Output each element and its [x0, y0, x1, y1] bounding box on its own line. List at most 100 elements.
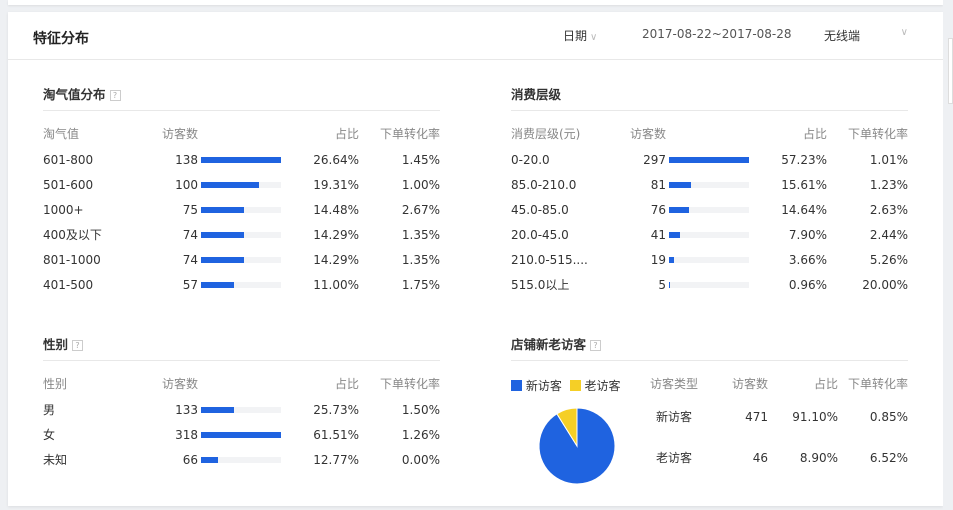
- visitor-count: 46: [752, 451, 768, 465]
- column-header: 占比: [334, 377, 359, 391]
- scrollbar-thumb[interactable]: [948, 38, 953, 104]
- conversion-rate: 1.35%: [401, 253, 440, 267]
- column-header: 下单转化率: [847, 377, 908, 391]
- visitor-bar: [669, 182, 749, 188]
- table-row: 男 133 25.73% 1.50%: [43, 400, 440, 420]
- conversion-rate: 1.35%: [401, 228, 440, 242]
- section-title: 淘气值分布?: [43, 87, 440, 111]
- visitor-count: 74: [182, 228, 198, 242]
- conversion-rate: 1.00%: [401, 178, 440, 192]
- table-row: 515.0以上 5 0.96% 20.00%: [511, 275, 908, 295]
- conversion-rate: 1.26%: [401, 428, 440, 442]
- conversion-rate: 0.00%: [401, 453, 440, 467]
- table-row: 20.0-45.0 41 7.90% 2.44%: [511, 225, 908, 245]
- legend-swatch-new: [511, 380, 522, 391]
- visitor-bar: [201, 157, 281, 163]
- row-label: 1000+: [43, 203, 84, 217]
- row-label: 401-500: [43, 278, 94, 292]
- visitor-bar-fill: [201, 257, 244, 263]
- visitor-count: 75: [182, 203, 198, 217]
- table-header: 消费层级(元) 访客数 占比 下单转化率: [511, 124, 908, 144]
- gender-section: 性别? 性别 访客数 占比 下单转化率男 133 25.73% 1.50% 女 318 61.51…: [43, 337, 440, 467]
- date-range[interactable]: 2017-08-22~2017-08-28: [642, 27, 792, 41]
- column-header: 访客类型: [650, 377, 699, 391]
- help-icon[interactable]: ?: [109, 90, 121, 101]
- visitor-bar-fill: [201, 457, 218, 463]
- visitor-count: 66: [182, 453, 198, 467]
- section-title: 性别?: [43, 337, 440, 361]
- visitor-count: 318: [175, 428, 198, 442]
- visitors-section: 店铺新老访客? 新访客 老访客 访客类型 访客数 占比 下单转化率新访客 471 91.1…: [511, 337, 908, 497]
- device-dropdown[interactable]: 无线端 ∨: [824, 27, 908, 44]
- pie-legend: 新访客 老访客: [511, 377, 621, 394]
- visitor-bar: [669, 282, 749, 288]
- help-icon[interactable]: ?: [72, 340, 84, 351]
- table-row: 210.0-515.... 19 3.66% 5.26%: [511, 250, 908, 270]
- conversion-rate: 1.23%: [869, 178, 908, 192]
- table-row: 女 318 61.51% 1.26%: [43, 425, 440, 445]
- visitor-bar-fill: [669, 157, 749, 163]
- visitor-bar-fill: [669, 207, 690, 213]
- visitor-count: 133: [175, 403, 198, 417]
- table-row: 400及以下 74 14.29% 1.35%: [43, 225, 440, 245]
- visitor-bar: [201, 457, 281, 463]
- row-label: 女: [43, 428, 56, 442]
- column-header: 访客数: [161, 377, 198, 391]
- share: 14.48%: [313, 203, 359, 217]
- visitor-bar-fill: [201, 157, 281, 163]
- table-header: 淘气值 访客数 占比 下单转化率: [43, 124, 440, 144]
- share: 14.64%: [781, 203, 827, 217]
- visitor-bar: [201, 232, 281, 238]
- visitor-bar-fill: [201, 282, 235, 288]
- visitor-bar: [201, 257, 281, 263]
- column-header: 淘气值: [43, 127, 80, 141]
- table-row: 601-800 138 26.64% 1.45%: [43, 150, 440, 170]
- conversion-rate: 2.67%: [401, 203, 440, 217]
- scrollbar-track[interactable]: [943, 0, 953, 510]
- visitor-bar: [201, 207, 281, 213]
- share: 0.96%: [788, 278, 827, 292]
- column-header: 访客数: [161, 127, 198, 141]
- table-header: 访客类型 访客数 占比 下单转化率: [511, 374, 908, 394]
- column-header: 占比: [813, 377, 838, 391]
- chevron-down-icon: ∨: [590, 32, 598, 43]
- row-label: 515.0以上: [511, 278, 570, 292]
- conversion-rate: 1.45%: [401, 153, 440, 167]
- table-row: 新访客 471 91.10% 0.85%: [511, 407, 908, 427]
- row-label: 801-1000: [43, 253, 101, 267]
- share: 3.66%: [788, 253, 827, 267]
- date-type-label: 日期: [563, 29, 588, 43]
- visitor-count: 76: [650, 203, 666, 217]
- column-header: 访客数: [731, 377, 768, 391]
- pie-slice-old[interactable]: [556, 407, 578, 448]
- conversion-rate: 1.50%: [401, 403, 440, 417]
- visitor-bar-fill: [669, 257, 675, 263]
- visitor-bar: [669, 232, 749, 238]
- visitor-bar-fill: [669, 232, 681, 238]
- column-header: 访客数: [629, 127, 666, 141]
- column-header: 性别: [43, 377, 68, 391]
- chevron-down-icon: ∨: [900, 27, 908, 38]
- visitor-bar: [669, 207, 749, 213]
- table-row: 85.0-210.0 81 15.61% 1.23%: [511, 175, 908, 195]
- visitor-count: 57: [182, 278, 198, 292]
- row-label: 20.0-45.0: [511, 228, 569, 242]
- visitor-count: 19: [650, 253, 666, 267]
- visitor-count: 41: [650, 228, 666, 242]
- conversion-rate: 0.85%: [869, 410, 908, 424]
- table-row: 45.0-85.0 76 14.64% 2.63%: [511, 200, 908, 220]
- row-label: 501-600: [43, 178, 94, 192]
- row-label: 45.0-85.0: [511, 203, 569, 217]
- share: 15.61%: [781, 178, 827, 192]
- help-icon[interactable]: ?: [590, 340, 602, 351]
- date-type-dropdown[interactable]: 日期 ∨: [563, 27, 597, 44]
- row-label: 0-20.0: [511, 153, 550, 167]
- table-row: 未知 66 12.77% 0.00%: [43, 450, 440, 470]
- share: 61.51%: [313, 428, 359, 442]
- device-label: 无线端: [824, 29, 861, 43]
- consume-title: 消费层级: [511, 87, 562, 102]
- legend-swatch-old: [569, 380, 581, 391]
- conversion-rate: 2.63%: [869, 203, 908, 217]
- visitor-bar-fill: [201, 207, 245, 213]
- visitors-title: 店铺新老访客: [511, 337, 587, 352]
